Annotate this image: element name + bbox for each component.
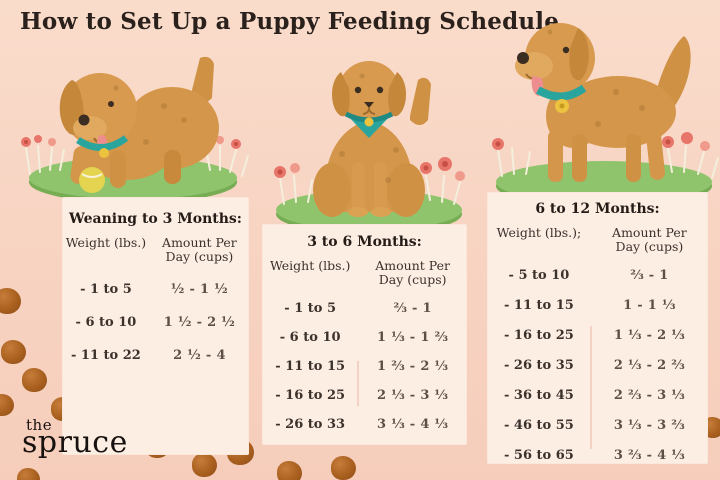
column-divider: [357, 360, 360, 406]
table-row: - 16 to 25 2 ⅓ - 3 ⅓: [262, 388, 467, 403]
table-title: Weaning to 3 Months:: [69, 211, 242, 227]
kibble-icon: [22, 368, 47, 392]
amount-per-day: ⅔ - 1: [393, 300, 432, 316]
feeding-table-6-to-12-months: 6 to 12 Months: Weight (lbs.); Amount Pe…: [487, 192, 708, 464]
logo-word-the: the: [26, 416, 53, 434]
weight-range: - 11 to 22: [71, 347, 141, 363]
page-title: How to Set Up a Puppy Feeding Schedule: [20, 8, 560, 35]
amount-per-day: 3 ⅓ - 3 ⅔: [613, 417, 686, 433]
weight-range: - 36 to 45: [504, 387, 574, 403]
table-row: - 6 to 10 1 ½ - 2 ½: [62, 315, 249, 330]
weight-range: - 5 to 10: [508, 267, 570, 283]
table-row: - 5 to 10 ⅔ - 1: [487, 268, 708, 283]
weight-range: - 46 to 55: [504, 417, 574, 433]
puppy-standing-illustration: [492, 23, 719, 207]
column-divider: [589, 325, 592, 449]
logo-word-spruce: spruce: [22, 425, 128, 460]
kibble-icon: [17, 468, 40, 480]
amount-per-day: 2 ⅔ - 3 ⅓: [613, 387, 686, 403]
weight-range: - 1 to 5: [284, 300, 337, 316]
kibble-icon: [331, 456, 356, 480]
table-rows: - 5 to 10 ⅔ - 1 - 11 to 15 1 - 1 ⅓ - 16 to 2…: [487, 268, 708, 463]
amount-per-day: 3 ⅓ - 4 ⅓: [377, 416, 449, 432]
grass-blades: [497, 145, 719, 179]
weight-range: - 1 to 5: [80, 281, 132, 297]
table-title: 3 to 6 Months:: [307, 234, 422, 250]
amount-per-day: 1 ½ - 2 ½: [163, 314, 236, 330]
flower-icon: [492, 132, 710, 151]
table-row: - 26 to 33 3 ⅓ - 4 ⅓: [262, 417, 467, 432]
weight-range: - 56 to 65: [504, 447, 574, 463]
flower-icon: [274, 157, 465, 181]
kibble-icon: [1, 340, 26, 364]
weight-range: - 11 to 15: [504, 297, 574, 313]
amount-per-day: 2 ⅓ - 3 ⅓: [377, 387, 449, 403]
table-row: - 36 to 45 2 ⅔ - 3 ⅓: [487, 388, 708, 403]
table-row: - 1 to 5 ⅔ - 1: [262, 301, 467, 316]
amount-column-header: Amount Per Day (cups): [612, 225, 687, 255]
weight-range: - 6 to 10: [279, 329, 341, 345]
golden-puppy-play-bow: [59, 56, 219, 193]
amount-column-header: Amount Per Day (cups): [375, 258, 451, 288]
weight-column-header: Weight (lbs.);: [496, 225, 582, 240]
golden-puppy-standing: [515, 23, 691, 182]
amount-per-day: 3 ⅔ - 4 ⅓: [613, 447, 686, 463]
table-row: - 16 to 25 1 ⅓ - 2 ⅓: [487, 328, 708, 343]
weight-range: - 26 to 33: [275, 416, 346, 432]
table-rows: - 1 to 5 ⅔ - 1 - 6 to 10 1 ⅓ - 1 ⅔ - 11 to 1…: [262, 301, 467, 432]
amount-per-day: 2 ⅓ - 2 ⅔: [613, 357, 686, 373]
table-row: - 6 to 10 1 ⅓ - 1 ⅔: [262, 330, 467, 345]
feeding-table-weaning-to-3-months: Weaning to 3 Months: Weight (lbs.) Amoun…: [62, 197, 249, 455]
amount-per-day: 1 ⅓ - 1 ⅔: [377, 329, 449, 345]
weight-column-header: Weight (lbs.): [269, 258, 351, 273]
puppy-sitting-illustration: [274, 61, 465, 234]
weight-range: - 11 to 15: [275, 358, 346, 374]
table-rows: - 1 to 5 ½ - 1 ½ - 6 to 10 1 ½ - 2 ½ - 11 to…: [62, 282, 249, 363]
table-row: - 11 to 22 2 ½ - 4: [62, 348, 249, 363]
amount-per-day: ½ - 1 ½: [170, 281, 229, 297]
weight-range: - 6 to 10: [75, 314, 137, 330]
the-spruce-logo: the spruce: [22, 416, 128, 460]
table-row: - 46 to 55 3 ⅓ - 3 ⅔: [487, 418, 708, 433]
kibble-icon: [192, 453, 217, 477]
amount-per-day: 1 ⅔ - 2 ⅓: [377, 358, 449, 374]
kibble-icon: [277, 461, 302, 480]
amount-per-day: 1 ⅓ - 2 ⅓: [613, 327, 686, 343]
flower-icon: [21, 135, 241, 149]
table-row: - 1 to 5 ½ - 1 ½: [62, 282, 249, 297]
weight-range: - 16 to 25: [275, 387, 346, 403]
kibble-icon: [0, 394, 14, 416]
kibble-icon: [0, 288, 21, 314]
table-row: - 11 to 15 1 - 1 ⅓: [487, 298, 708, 313]
table-title: 6 to 12 Months:: [535, 201, 660, 217]
table-row: - 11 to 15 1 ⅔ - 2 ⅓: [262, 359, 467, 374]
puppy-play-bow-illustration: [21, 56, 249, 203]
weight-column-header: Weight (lbs.): [65, 235, 147, 250]
golden-puppy-sitting: [313, 61, 431, 217]
amount-per-day: 1 - 1 ⅓: [623, 297, 676, 313]
amount-column-header: Amount Per Day (cups): [162, 235, 237, 265]
weight-range: - 16 to 25: [504, 327, 574, 343]
weight-range: - 26 to 35: [504, 357, 574, 373]
amount-per-day: 2 ½ - 4: [173, 347, 226, 363]
table-row: - 26 to 35 2 ⅓ - 2 ⅔: [487, 358, 708, 373]
feeding-table-3-to-6-months: 3 to 6 Months: Weight (lbs.) Amount Per …: [262, 224, 467, 445]
amount-per-day: ⅔ - 1: [630, 267, 669, 283]
table-row: - 56 to 65 3 ⅔ - 4 ⅓: [487, 448, 708, 463]
grass-blades: [279, 175, 461, 205]
